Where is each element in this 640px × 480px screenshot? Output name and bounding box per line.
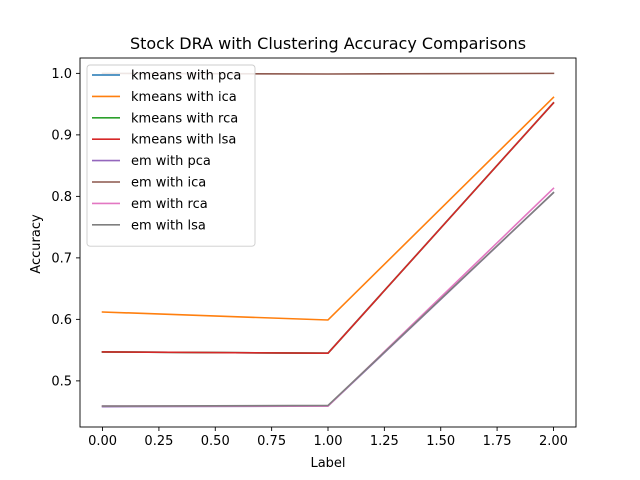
x-tick-label: 0.50 bbox=[201, 434, 230, 449]
y-tick-label: 0.5 bbox=[51, 374, 72, 389]
x-tick-label: 0.75 bbox=[257, 434, 286, 449]
x-tick-label: 1.25 bbox=[370, 434, 399, 449]
legend-entry-label: kmeans with lsa bbox=[131, 133, 236, 148]
x-tick-label: 0.00 bbox=[88, 434, 117, 449]
legend-entry-label: em with rca bbox=[131, 197, 208, 212]
y-tick-label: 0.6 bbox=[51, 313, 72, 328]
y-tick-label: 0.9 bbox=[51, 128, 72, 143]
x-tick-label: 1.75 bbox=[483, 434, 512, 449]
y-tick-label: 0.8 bbox=[51, 190, 72, 205]
y-tick-label: 0.7 bbox=[51, 251, 72, 266]
series-line-7 bbox=[101, 191, 555, 407]
legend-entry-label: em with lsa bbox=[131, 218, 206, 233]
plot-area: 0.00 0.25 0.50 0.75 1.00 1.25 1.50 1.75 2.00 0.5 0… bbox=[51, 57, 577, 449]
y-axis-label: Accuracy bbox=[29, 214, 44, 274]
x-tick-label: 2.00 bbox=[539, 434, 568, 449]
y-tick-label: 1.0 bbox=[51, 67, 72, 82]
legend-box bbox=[86, 64, 256, 247]
series-line-1 bbox=[101, 96, 555, 321]
legend-entry-label: kmeans with ica bbox=[131, 90, 237, 105]
chart-title: Stock DRA with Clustering Accuracy Compa… bbox=[130, 34, 526, 53]
series-line-3 bbox=[101, 101, 555, 355]
legend-entry-label: em with pca bbox=[131, 154, 211, 169]
legend-entry-label: em with ica bbox=[131, 176, 206, 191]
x-tick-label: 0.25 bbox=[144, 434, 173, 449]
legend-entry-label: kmeans with pca bbox=[131, 69, 241, 84]
legend: kmeans with pca kmeans with ica kmeans wit… bbox=[86, 64, 256, 247]
legend-entry-label: kmeans with rca bbox=[131, 111, 238, 126]
x-tick-label: 1.00 bbox=[314, 434, 343, 449]
x-axis-label: Label bbox=[310, 456, 345, 471]
x-tick-label: 1.50 bbox=[426, 434, 455, 449]
